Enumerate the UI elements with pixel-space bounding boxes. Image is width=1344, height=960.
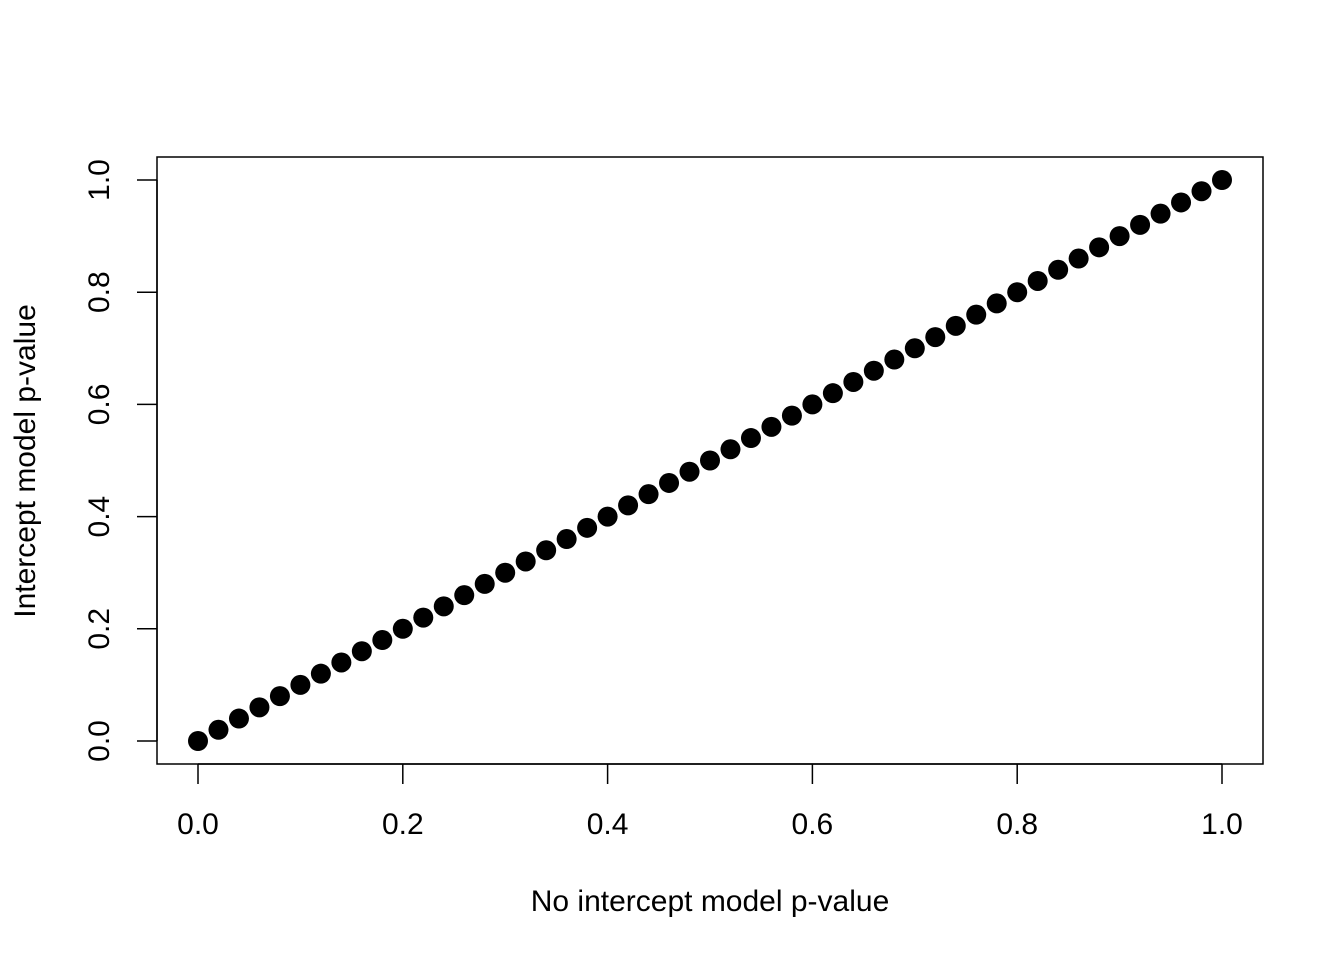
x-axis: 0.0 0.2 0.4 0.6 0.8 1.0 xyxy=(177,763,1243,841)
data-point xyxy=(802,394,823,415)
data-point xyxy=(1089,237,1110,258)
data-point xyxy=(1027,270,1048,291)
data-point xyxy=(945,315,966,336)
y-axis-title: Intercept model p-value xyxy=(9,304,42,618)
data-point xyxy=(433,596,454,617)
x-tick-label: 1.0 xyxy=(1201,808,1243,841)
data-point xyxy=(372,630,393,651)
data-point xyxy=(843,371,864,392)
data-point xyxy=(986,293,1007,314)
data-point xyxy=(228,708,249,729)
x-tick-label: 0.8 xyxy=(996,808,1038,841)
data-point xyxy=(536,540,557,561)
data-point xyxy=(556,529,577,550)
data-point xyxy=(720,439,741,460)
data-point xyxy=(618,495,639,516)
x-axis-title: No intercept model p-value xyxy=(531,885,890,918)
data-point xyxy=(392,618,413,639)
data-point xyxy=(515,551,536,572)
data-point xyxy=(413,607,434,628)
data-point xyxy=(474,573,495,594)
y-axis: 0.0 0.2 0.4 0.6 0.8 1.0 xyxy=(83,159,158,762)
data-point xyxy=(863,360,884,381)
data-point xyxy=(679,461,700,482)
data-point xyxy=(1130,214,1151,235)
data-point xyxy=(638,484,659,505)
y-tick-label: 0.6 xyxy=(83,384,116,426)
data-point xyxy=(1171,192,1192,213)
x-tick-label: 0.0 xyxy=(177,808,219,841)
data-point xyxy=(188,731,208,751)
y-tick-label: 0.0 xyxy=(83,720,116,762)
y-tick-label: 0.8 xyxy=(83,271,116,313)
y-tick-label: 0.4 xyxy=(83,496,116,538)
data-point xyxy=(310,663,331,684)
x-tick-label: 0.4 xyxy=(587,808,629,841)
data-point xyxy=(1007,282,1028,303)
data-point xyxy=(1212,170,1232,190)
data-point xyxy=(740,428,761,449)
data-point xyxy=(290,674,311,695)
data-point xyxy=(454,585,475,606)
data-point xyxy=(904,338,925,359)
data-point xyxy=(925,327,946,348)
y-tick-label: 1.0 xyxy=(83,159,116,201)
data-point xyxy=(597,506,618,527)
data-point xyxy=(208,719,229,740)
data-point xyxy=(761,416,782,437)
data-points xyxy=(188,170,1232,751)
data-point xyxy=(249,697,270,718)
data-point xyxy=(1191,181,1212,202)
x-tick-label: 0.6 xyxy=(792,808,834,841)
data-point xyxy=(1150,203,1171,224)
data-point xyxy=(1068,248,1089,269)
x-tick-label: 0.2 xyxy=(382,808,424,841)
data-point xyxy=(822,383,843,404)
data-point xyxy=(351,641,372,662)
y-tick-label: 0.2 xyxy=(83,608,116,650)
data-point xyxy=(781,405,802,426)
data-point xyxy=(884,349,905,370)
data-point xyxy=(966,304,987,325)
data-point xyxy=(700,450,720,471)
data-point xyxy=(331,652,352,673)
data-point xyxy=(659,472,680,493)
data-point xyxy=(577,517,598,538)
data-point xyxy=(1109,226,1130,247)
data-point xyxy=(495,562,516,583)
data-point xyxy=(1048,259,1069,280)
data-point xyxy=(269,686,290,707)
